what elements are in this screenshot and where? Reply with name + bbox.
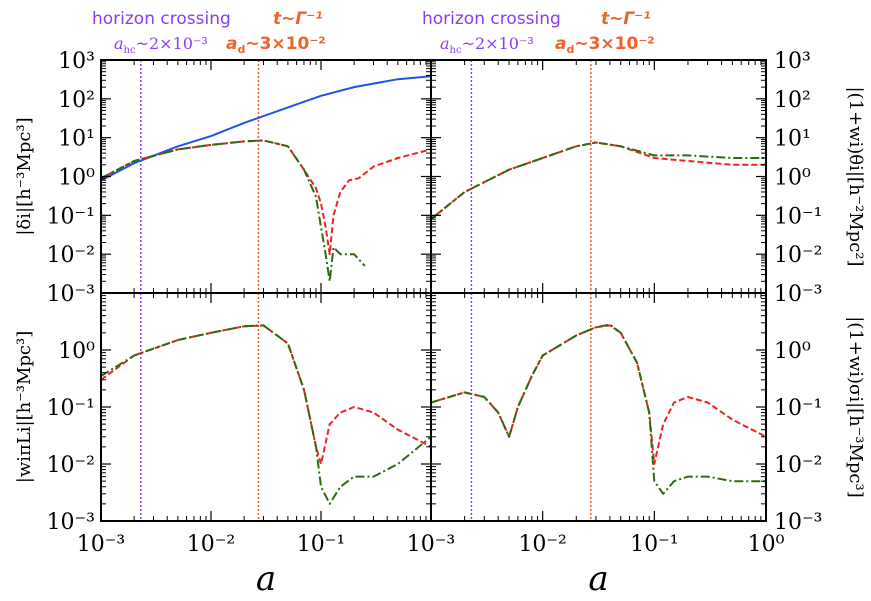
y-tick-label: 10⁻³ [774,282,822,307]
y-axis-label: |wiπLi|[h⁻³Mpc³] [14,331,35,483]
y-tick-label: 10³ [58,49,95,74]
panel-top-right: 10⁻³ 10⁻² 10⁻¹ 10⁰ 10¹ 10² 10³ |(1+wi)θi|[h⁻²Mp… [430,49,866,307]
y-tick-label: 10¹ [774,127,811,152]
panel-frame [430,59,767,294]
series-line-red [431,141,766,220]
series-group [101,324,431,505]
y-axis-label: |δi|[h⁻³Mpc³] [14,117,35,235]
y-tick-label: 10⁰ [58,339,95,364]
series-group [431,141,766,220]
series-line-red [101,324,431,465]
x-tick-label: 10⁻² [187,532,235,557]
series-group [431,323,766,495]
x-tick-label: 10⁻¹ [297,532,345,557]
series-line-green [101,139,366,283]
series-group [101,75,431,283]
a-hc-label-right: ahc~2×10⁻³ [440,34,534,56]
x-axis-label: a [256,559,276,599]
y-tick-label: 10⁻² [774,453,822,478]
series-line-red [431,324,766,465]
x-tick-label: 10⁻³ [407,532,455,557]
a-d-subscript: d [566,43,574,56]
a-d-value: ~3×10⁻² [574,34,654,54]
y-tick-label: 10⁰ [58,166,95,191]
series-line-green [431,141,766,220]
a-d-label-left: ad~3×10⁻² [226,34,326,56]
series-line-blue [101,75,431,182]
y-tick-label: 10³ [774,49,811,74]
decay-time-label-left: t~Γ⁻¹ [273,9,323,29]
y-tick-label: 10⁻³ [774,510,822,535]
y-tick-label: 10² [774,88,811,113]
series-line-green [431,323,766,495]
y-tick-label: 10⁻¹ [47,396,95,421]
y-tick-label: 10⁻³ [47,282,95,307]
x-tick-label: 10⁰ [748,532,785,557]
x-axis-label: a [588,559,608,599]
panels: 10⁻³10⁻²10⁻¹10⁰10¹10²10³|δi|[h⁻³Mpc³]10⁻… [14,49,866,599]
a-hc-value: ~2×10⁻³ [136,34,208,53]
y-tick-label: 10⁻² [47,243,95,268]
a-hc-symbol: a [114,34,124,53]
x-tick-label: 10⁻² [518,532,566,557]
a-d-symbol: a [555,34,566,54]
x-tick-label: 10⁻¹ [630,532,678,557]
a-d-label-right: ad~3×10⁻² [555,34,655,56]
a-d-value: ~3×10⁻² [245,34,325,54]
horizon-crossing-label-right: horizon crossing [422,9,561,29]
x-tick-label: 10⁻³ [77,532,125,557]
y-tick-label: 10⁻¹ [47,204,95,229]
panel-bottom-left: 10⁻³ 10⁻² 10⁻¹ 10⁰ 10⁻³ 10⁻² 10⁻¹ a |wiπLi|[h⁻³M… [14,292,432,599]
y-tick-label: 10⁻² [774,243,822,268]
y-tick-label: 10² [58,88,95,113]
a-hc-symbol: a [440,34,450,53]
a-hc-subscript: hc [124,45,136,56]
decay-time-label-right: t~Γ⁻¹ [601,9,651,29]
y-tick-label: 10⁰ [774,166,811,191]
annotations: horizon crossing t~Γ⁻¹ ahc~2×10⁻³ ad~3×1… [92,9,655,56]
y-tick-label: 10⁻¹ [774,204,822,229]
panel-frame [100,59,432,294]
y-tick-label: 10⁻³ [47,510,95,535]
a-hc-subscript: hc [450,45,462,56]
y-tick-label: 10¹ [58,127,95,152]
panel-top-left: 10⁻³ 10⁻² 10⁻¹ 10⁰ 10¹ 10² 10³ |δi|[h⁻³Mpc³] [14,49,432,307]
y-axis-label: |(1+wi)σi|[h⁻³Mpc³] [845,316,866,498]
a-d-symbol: a [226,34,237,54]
series-line-red [101,139,431,256]
a-d-subscript: d [237,43,245,56]
y-tick-label: 10⁰ [774,339,811,364]
horizon-crossing-label-left: horizon crossing [92,9,231,29]
y-tick-label: 10⁻² [47,453,95,478]
panel-frame [430,292,767,522]
a-hc-label-left: ahc~2×10⁻³ [114,34,208,56]
a-hc-value: ~2×10⁻³ [462,34,534,53]
series-line-green [101,324,431,505]
y-tick-label: 10⁻¹ [774,396,822,421]
y-axis-label: |(1+wi)θi|[h⁻²Mpc²] [845,86,866,266]
